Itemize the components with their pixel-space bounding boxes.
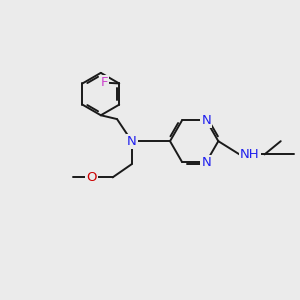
Text: N: N xyxy=(201,114,211,127)
Text: O: O xyxy=(86,171,97,184)
Text: N: N xyxy=(201,156,211,169)
Text: N: N xyxy=(127,135,136,148)
Text: NH: NH xyxy=(240,148,260,161)
Text: F: F xyxy=(101,76,108,89)
